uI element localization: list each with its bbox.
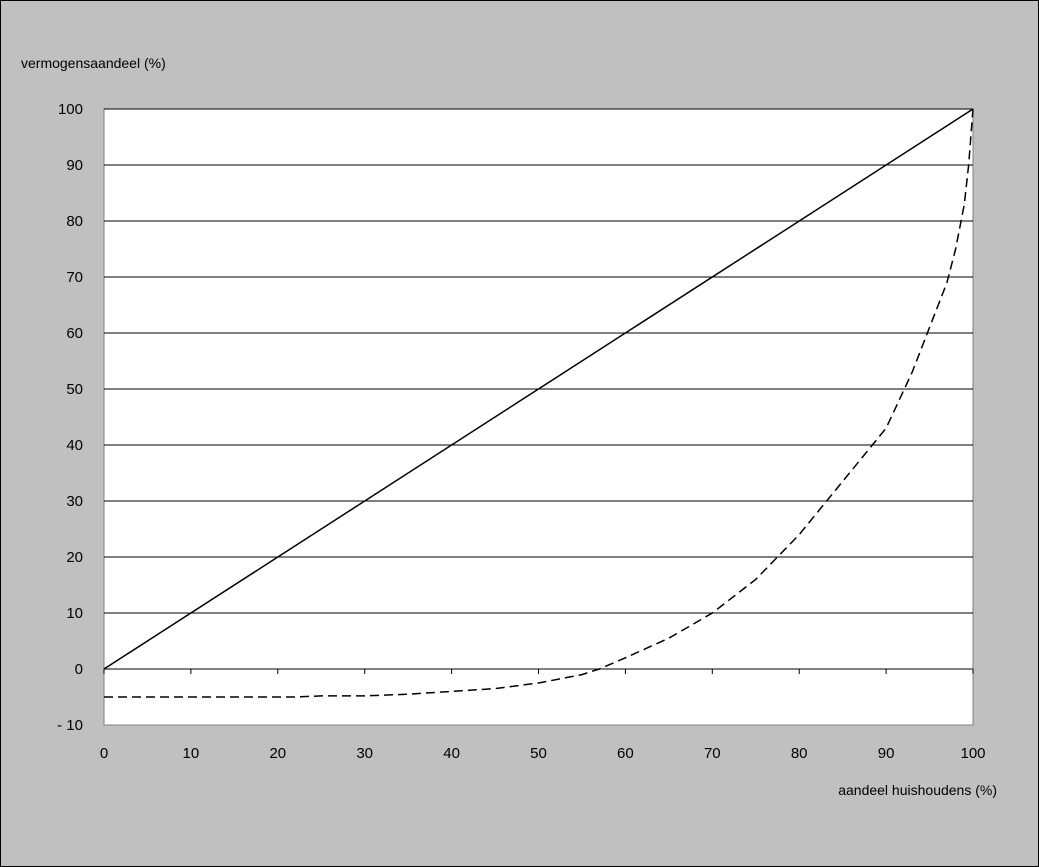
y-tick-label: 70	[66, 269, 83, 286]
plot-area	[104, 109, 973, 725]
y-tick-label: 90	[66, 157, 83, 174]
y-tick-label: 10	[66, 605, 83, 622]
y-tick-label: 50	[66, 381, 83, 398]
y-tick-label: 40	[66, 437, 83, 454]
y-axis-label: vermogensaandeel (%)	[21, 55, 166, 71]
x-tick-label: 50	[530, 745, 547, 762]
y-tick-label: 80	[66, 213, 83, 230]
x-tick-label: 80	[791, 745, 808, 762]
x-tick-label: 0	[100, 745, 108, 762]
y-tick-label: - 10	[57, 717, 83, 734]
x-tick-label: 60	[617, 745, 634, 762]
y-tick-label: 0	[75, 661, 83, 678]
x-tick-label: 40	[443, 745, 460, 762]
x-tick-label: 10	[183, 745, 200, 762]
y-tick-label: 100	[58, 101, 83, 118]
x-tick-label: 90	[878, 745, 895, 762]
x-tick-label: 20	[269, 745, 286, 762]
x-tick-label: 70	[704, 745, 721, 762]
y-tick-label: 60	[66, 325, 83, 342]
y-axis-tick-labels: - 10 0 10 20 30 40 50 60 70 80 90 100	[57, 101, 83, 734]
y-tick-label: 30	[66, 493, 83, 510]
x-tick-label: 30	[356, 745, 373, 762]
x-tick-label: 100	[960, 745, 985, 762]
y-tick-label: 20	[66, 549, 83, 566]
x-axis-label: aandeel huishoudens (%)	[838, 782, 997, 798]
x-axis-tick-labels: 0 10 20 30 40 50 60 70 80 90 100	[100, 745, 986, 762]
